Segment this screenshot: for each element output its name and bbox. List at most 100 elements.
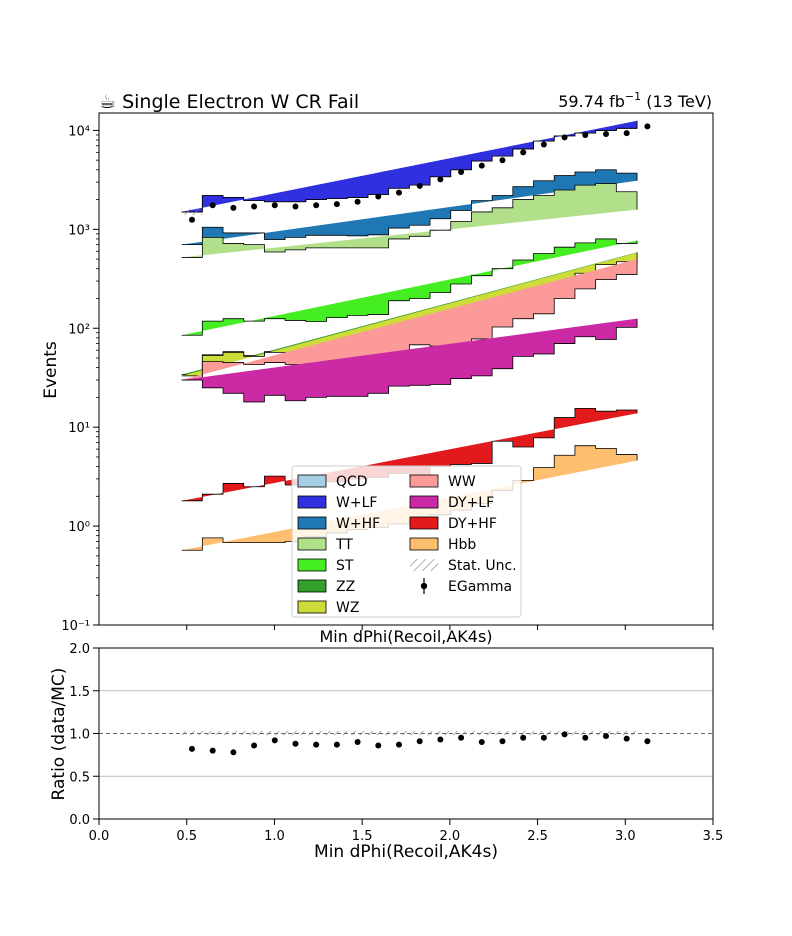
ratio-points — [188, 731, 651, 756]
ratio-x-tick-label: 3.5 — [703, 829, 724, 844]
ratio-point — [582, 734, 589, 741]
data-point — [251, 203, 258, 210]
data-point — [561, 134, 568, 141]
data-point — [395, 189, 402, 196]
legend-swatch — [409, 537, 439, 551]
data-point — [478, 162, 485, 169]
legend-swatch — [297, 537, 327, 551]
ratio-point — [623, 735, 630, 742]
data-point — [416, 182, 423, 189]
y-tick-label: 10⁴ — [68, 124, 90, 139]
legend-label: ST — [336, 558, 354, 574]
legend-label: Stat. Unc. — [448, 558, 517, 574]
legend-swatch — [409, 495, 439, 509]
ratio-point — [395, 741, 402, 748]
data-point — [602, 131, 609, 138]
y-tick-label: 10⁰ — [68, 520, 90, 535]
ratio-point — [354, 739, 361, 746]
legend-swatch — [409, 474, 439, 488]
ratio-point — [561, 731, 568, 738]
data-point — [644, 123, 651, 130]
legend: QCD WW W+LF DY+LF W+HF DY+HF TT Hbb ST Stat. Unc.… — [291, 465, 522, 618]
legend-swatch — [297, 600, 327, 614]
ratio-x-axis-label: Min dPhi(Recoil,AK4s) — [314, 842, 498, 862]
ratio-x-tick-label: 3.0 — [615, 829, 636, 844]
data-point — [354, 198, 361, 205]
ratio-x-ticks: 0.0 0.5 1.0 1.5 2.0 2.5 3.0 3.5 — [89, 819, 724, 844]
data-point — [333, 201, 340, 208]
lumi-label: 59.74 fb−1 (13 TeV) — [558, 90, 712, 111]
ratio-y-tick-label: 2.0 — [69, 642, 90, 657]
ratio-point — [209, 747, 216, 754]
ratio-point — [188, 745, 195, 752]
ratio-point — [520, 734, 527, 741]
legend-swatch — [297, 558, 327, 572]
legend-swatch — [297, 579, 327, 593]
data-point — [271, 202, 278, 209]
legend-label: QCD — [336, 474, 368, 490]
ratio-point — [478, 739, 485, 746]
legend-label: WW — [448, 474, 476, 490]
ratio-y-tick-label: 1.5 — [69, 685, 90, 700]
y-tick-label: 10² — [68, 322, 90, 337]
legend-label: W+HF — [336, 516, 380, 532]
ratio-point — [644, 738, 651, 745]
legend-swatch — [297, 516, 327, 530]
data-point — [375, 193, 382, 200]
ratio-x-tick-label: 1.0 — [264, 829, 285, 844]
data-point — [540, 141, 547, 148]
ratio-x-tick-label: 0.0 — [89, 829, 110, 844]
ratio-y-tick-label: 0.5 — [69, 770, 90, 785]
ratio-point — [292, 740, 299, 747]
main-x-axis-label: Min dPhi(Recoil,AK4s) — [319, 627, 492, 646]
y-tick-label: 10¹ — [68, 421, 90, 436]
data-point — [499, 157, 506, 164]
ratio-plot: 0.0 0.5 1.0 1.5 2.0 0.0 0.5 1.0 1.5 2.0 2.5 3.0 3.5… — [49, 642, 723, 862]
ratio-point — [437, 736, 444, 743]
ratio-point — [251, 742, 258, 749]
ratio-point — [230, 749, 237, 756]
ratio-point — [602, 733, 609, 740]
legend-label: DY+HF — [448, 516, 497, 532]
stat-unc-hatch — [181, 208, 203, 215]
ratio-point — [313, 741, 320, 748]
data-point — [313, 202, 320, 209]
data-points — [188, 123, 651, 223]
ratio-point — [375, 742, 382, 749]
main-plot-frame — [98, 112, 714, 626]
energy-label: (13 TeV) — [641, 92, 712, 111]
main-x-ticks — [186, 625, 714, 630]
legend-label: WZ — [336, 600, 359, 616]
data-point — [209, 202, 216, 209]
ratio-x-tick-label: 1.5 — [352, 829, 373, 844]
legend-label: Hbb — [448, 537, 476, 553]
plot-title: ☕ Single Electron W CR Fail — [99, 91, 359, 113]
legend-swatch — [297, 495, 327, 509]
data-point — [188, 216, 195, 223]
stack-layers — [181, 120, 638, 551]
ratio-x-tick-label: 2.5 — [527, 829, 548, 844]
main-y-ticks: 10⁻¹ 10⁰ 10¹ 10² 10³ 10⁴ — [61, 124, 99, 634]
legend-swatch — [409, 516, 439, 530]
legend-swatch — [410, 559, 438, 571]
lumi-value: 59.74 fb — [558, 92, 625, 111]
stack-dy-lf — [181, 318, 638, 403]
stack-tt — [181, 183, 638, 258]
stack-w-hf — [181, 169, 638, 246]
data-point — [458, 168, 465, 175]
ratio-y-axis-label: Ratio (data/MC) — [49, 668, 69, 801]
stack-st — [181, 238, 638, 336]
lumi-exponent: −1 — [625, 90, 641, 103]
ratio-point — [333, 741, 340, 748]
ratio-point — [416, 738, 423, 745]
ratio-y-ticks: 0.0 0.5 1.0 1.5 2.0 — [69, 642, 99, 828]
legend-box — [291, 465, 522, 618]
data-point — [437, 176, 444, 183]
data-point — [230, 204, 237, 211]
legend-label: TT — [335, 537, 353, 553]
data-point — [623, 130, 630, 137]
ratio-x-tick-label: 0.5 — [176, 829, 197, 844]
ratio-point — [271, 737, 278, 744]
data-point — [582, 131, 589, 138]
